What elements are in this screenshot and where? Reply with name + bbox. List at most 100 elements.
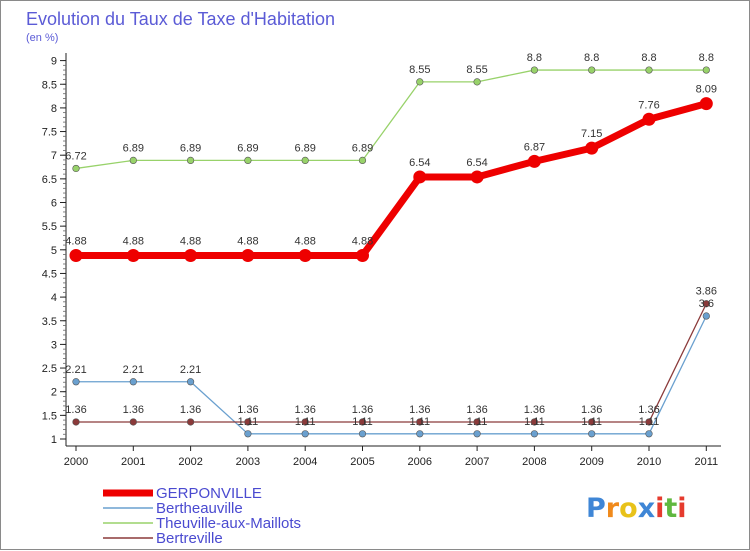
data-point-bertheauville (129, 378, 137, 386)
data-label-bertreville: 1.36 (352, 404, 373, 416)
data-point-bertheauville (588, 430, 596, 438)
data-point-theuville-aux-maillots (301, 156, 309, 165)
data-label-theuville-aux-maillots: 6.89 (294, 142, 315, 154)
data-label-theuville-aux-maillots: 8.8 (527, 52, 542, 64)
data-label-bertheauville: 1.11 (467, 416, 488, 428)
data-label-theuville-aux-maillots: 8.55 (466, 64, 487, 76)
data-label-bertheauville: 2.21 (123, 364, 144, 376)
series-line-gerponville (72, 100, 710, 259)
x-tick-label: 2011 (694, 456, 718, 468)
y-tick-label: 4 (51, 292, 57, 304)
y-tick-label: 2 (51, 387, 57, 399)
data-point-theuville-aux-maillots (244, 156, 252, 165)
logo-letter: x (638, 493, 655, 524)
data-label-bertheauville: 1.11 (524, 416, 545, 428)
data-point-theuville-aux-maillots (473, 78, 481, 86)
data-label-theuville-aux-maillots: 8.8 (584, 52, 599, 64)
data-label-gerponville: 7.76 (638, 99, 659, 111)
data-point-bertreville (244, 418, 252, 426)
data-point-theuville-aux-maillots (72, 164, 80, 173)
data-labels-layer: 2.21 2.21 2.21 1.11 1.11 1.11 1.11 1.11 1.11 1.11… (65, 52, 717, 428)
data-label-bertheauville: 1.11 (639, 416, 660, 428)
y-tick-label: 9 (51, 56, 57, 68)
y-tick-label: 5.5 (42, 221, 57, 233)
data-label-bertreville: 1.36 (524, 404, 545, 416)
series-layer (69, 66, 713, 438)
data-label-bertreville: 1.36 (466, 404, 487, 416)
chart-subtitle: (en %) (26, 32, 58, 44)
data-point-bertheauville (244, 430, 252, 438)
data-label-gerponville: 6.54 (409, 157, 430, 169)
x-tick-label: 2005 (350, 456, 374, 468)
data-label-bertreville: 1.36 (237, 404, 258, 416)
data-label-bertheauville: 1.11 (410, 416, 431, 428)
logo-letter: P (586, 493, 606, 524)
logo-letter: i (677, 493, 686, 524)
data-label-gerponville: 4.88 (294, 235, 315, 247)
x-tick-label: 2004 (293, 456, 317, 468)
proxiti-logo: Proxiti (586, 493, 687, 524)
data-label-bertheauville: 1.11 (238, 416, 259, 428)
data-point-bertheauville (187, 378, 195, 386)
y-tick-label: 4.5 (42, 268, 57, 280)
data-point-bertreville (645, 418, 653, 426)
data-point-gerponville (356, 248, 369, 262)
data-label-bertheauville: 1.11 (295, 416, 316, 428)
data-label-bertreville: 1.36 (409, 404, 430, 416)
data-label-bertreville: 1.36 (294, 404, 315, 416)
data-point-theuville-aux-maillots (129, 156, 137, 165)
data-point-bertreville (530, 418, 539, 426)
data-label-bertheauville: 2.21 (65, 364, 86, 376)
logo-letter: o (619, 493, 638, 524)
data-label-theuville-aux-maillots: 8.8 (699, 52, 714, 64)
data-point-gerponville (585, 141, 599, 155)
data-label-theuville-aux-maillots: 6.89 (180, 142, 201, 154)
data-label-bertreville: 3.86 (696, 286, 717, 298)
data-point-gerponville (699, 97, 713, 111)
data-point-bertheauville (530, 430, 539, 438)
data-label-gerponville: 6.54 (466, 157, 487, 169)
data-label-gerponville: 4.88 (180, 235, 201, 247)
x-axis-ticks: 2000 2001 2002 2003 2004 2005 2006 2007 2008 2009… (64, 446, 718, 468)
data-point-bertreville (187, 418, 195, 426)
data-label-bertreville: 1.36 (123, 404, 144, 416)
y-tick-label: 6.5 (42, 174, 57, 186)
data-label-theuville-aux-maillots: 8.55 (409, 64, 430, 76)
data-label-gerponville: 8.09 (696, 84, 717, 96)
x-tick-label: 2003 (236, 456, 260, 468)
data-point-gerponville (527, 154, 541, 168)
y-tick-label: 8.5 (42, 79, 57, 91)
data-point-bertheauville (416, 430, 424, 438)
data-point-theuville-aux-maillots (358, 156, 367, 165)
legend-label-bertheauville: Bertheauville (156, 500, 243, 517)
data-point-gerponville (298, 248, 312, 262)
y-tick-label: 2.5 (42, 363, 57, 375)
data-point-bertreville (473, 418, 481, 426)
x-tick-label: 2006 (408, 456, 432, 468)
legend-label-gerponville: GERPONVILLE (156, 485, 262, 502)
data-label-gerponville: 4.88 (123, 235, 144, 247)
data-label-gerponville: 4.88 (352, 235, 373, 247)
data-point-theuville-aux-maillots (530, 66, 539, 74)
data-point-bertreville (72, 418, 80, 426)
data-point-bertreville (301, 418, 309, 426)
data-point-bertreville (358, 418, 367, 426)
legend: GERPONVILLEBertheauvilleTheuville-aux-Ma… (103, 485, 301, 547)
data-label-gerponville: 7.15 (581, 128, 602, 140)
data-label-theuville-aux-maillots: 6.89 (123, 142, 144, 154)
data-label-bertreville: 1.36 (180, 404, 201, 416)
series-line-bertheauville (75, 315, 707, 435)
data-point-bertreville (588, 418, 596, 426)
data-point-theuville-aux-maillots (645, 66, 653, 74)
data-point-bertheauville (301, 430, 309, 438)
data-label-theuville-aux-maillots: 6.89 (237, 142, 258, 154)
y-tick-label: 7 (51, 150, 57, 162)
x-tick-label: 2000 (64, 456, 88, 468)
legend-label-theuville-aux-maillots: Theuville-aux-Maillots (156, 515, 301, 532)
data-label-gerponville: 6.87 (524, 141, 545, 153)
y-tick-label: 6 (51, 198, 57, 210)
data-label-theuville-aux-maillots: 6.72 (65, 150, 86, 162)
logo-letter: r (606, 493, 620, 524)
